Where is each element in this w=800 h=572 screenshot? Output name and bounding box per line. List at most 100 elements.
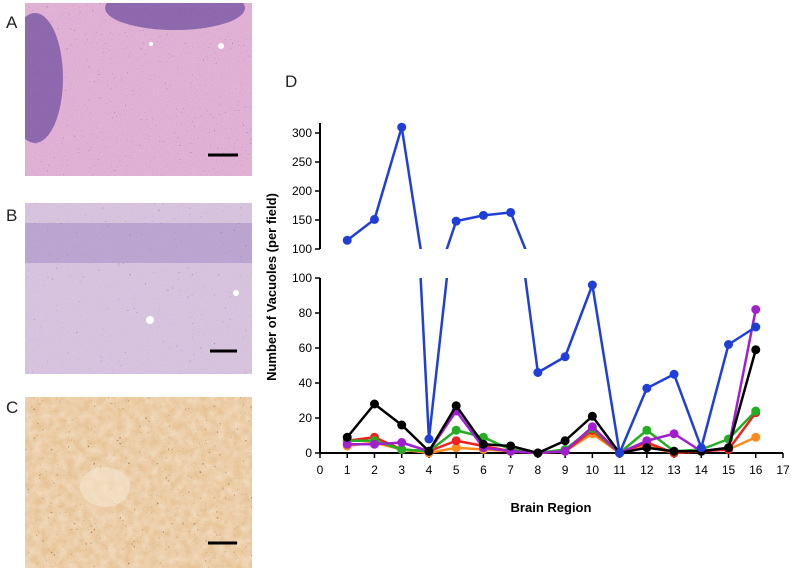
x-tick-label: 7 xyxy=(507,463,514,477)
series-line-segment xyxy=(728,436,757,451)
micrograph-a xyxy=(25,3,252,176)
series-line-segment xyxy=(428,429,457,453)
data-point xyxy=(342,439,352,449)
data-point xyxy=(724,340,734,349)
data-point xyxy=(369,399,379,409)
data-point xyxy=(696,443,706,453)
data-point xyxy=(506,441,516,451)
data-point xyxy=(397,438,407,447)
series-line-segment xyxy=(427,405,458,452)
y-tick-label: 80 xyxy=(299,306,313,320)
series-line-segment xyxy=(700,344,730,449)
series-line-segment xyxy=(701,446,729,453)
data-point xyxy=(424,434,434,444)
x-tick-label: 12 xyxy=(640,463,654,477)
x-tick-label: 3 xyxy=(398,463,405,477)
series-line-segment xyxy=(445,220,458,249)
data-point xyxy=(560,352,570,362)
y-axis-label: Number of Vacuoles (per field) xyxy=(264,193,279,381)
series-line-segment xyxy=(564,425,594,453)
x-tick-label: 17 xyxy=(776,463,790,477)
data-point xyxy=(397,420,407,430)
x-tick-label: 14 xyxy=(695,463,709,477)
series-line-segment xyxy=(619,446,648,455)
series-line-segment xyxy=(591,284,621,454)
series-line-segment xyxy=(482,436,512,451)
series-line-segment xyxy=(563,284,594,358)
y-tick-label: 40 xyxy=(299,376,313,390)
y-tick-label: 20 xyxy=(299,411,313,425)
data-point xyxy=(615,448,625,458)
series-line-segment xyxy=(428,439,457,453)
data-point xyxy=(342,235,352,245)
data-point xyxy=(560,436,570,446)
panel-label-a: A xyxy=(6,13,18,32)
y-tick-label: 150 xyxy=(292,213,312,227)
series-line-segment xyxy=(373,126,403,220)
data-point xyxy=(669,369,679,379)
series-line-segment xyxy=(428,446,457,455)
x-tick-label: 2 xyxy=(371,463,378,477)
series-line-segment xyxy=(455,214,484,223)
series-line-segment xyxy=(483,211,511,217)
series-line-segment xyxy=(455,439,484,448)
data-point xyxy=(642,383,652,393)
micrograph-c xyxy=(25,397,252,568)
x-tick-label: 10 xyxy=(586,463,600,477)
y-tick-label: 100 xyxy=(292,271,312,285)
data-point xyxy=(451,216,461,226)
panel-label-b: B xyxy=(6,206,18,225)
series-line-segment xyxy=(509,211,527,249)
series-line-segment xyxy=(400,127,422,249)
data-point xyxy=(369,439,379,449)
data-point xyxy=(451,443,461,453)
series-line-segment xyxy=(455,405,485,445)
series-line-segment xyxy=(727,325,757,346)
x-tick-label: 13 xyxy=(667,463,681,477)
y-tick-label: 300 xyxy=(292,126,312,140)
data-point xyxy=(587,411,597,421)
data-point xyxy=(751,305,761,314)
series-line-segment xyxy=(456,177,483,195)
series-line-segment xyxy=(673,432,702,453)
x-tick-label: 11 xyxy=(613,463,626,477)
series-line-segment xyxy=(427,278,449,440)
micrograph-b xyxy=(25,203,252,374)
series-line-segment xyxy=(537,450,566,455)
series-line-segment xyxy=(483,168,510,177)
data-point xyxy=(751,322,761,332)
data-point xyxy=(451,425,461,435)
data-point xyxy=(560,446,570,456)
data-point xyxy=(642,443,652,453)
panel-label-c: C xyxy=(6,398,19,417)
series-line-segment xyxy=(591,415,621,454)
y-tick-label: 250 xyxy=(292,155,312,169)
series-line-segment xyxy=(672,373,703,449)
series-line-segment xyxy=(646,432,675,442)
series-line-segment xyxy=(373,403,403,426)
series-line-segment xyxy=(346,403,376,439)
x-tick-label: 6 xyxy=(480,463,487,477)
data-point xyxy=(478,439,488,449)
series-line-segment xyxy=(618,429,648,454)
data-point xyxy=(751,345,761,355)
series-line-segment xyxy=(400,424,430,453)
x-tick-label: 4 xyxy=(426,463,433,477)
series-line-segment xyxy=(646,373,675,390)
data-point xyxy=(533,448,543,458)
data-point xyxy=(751,406,761,416)
series-line-segment xyxy=(727,412,757,451)
data-point xyxy=(506,207,516,217)
series-line-segment xyxy=(483,443,511,448)
series-line-segment xyxy=(618,387,648,454)
x-tick-label: 8 xyxy=(535,463,542,477)
data-point xyxy=(587,280,597,290)
y-tick-label: 100 xyxy=(292,242,312,256)
series-line-segment xyxy=(537,439,566,455)
y-tick-label: 60 xyxy=(299,341,313,355)
series-line-segment xyxy=(483,446,511,453)
data-point xyxy=(478,210,488,220)
series-line-segment xyxy=(646,446,675,453)
series-line-segment xyxy=(646,429,675,453)
